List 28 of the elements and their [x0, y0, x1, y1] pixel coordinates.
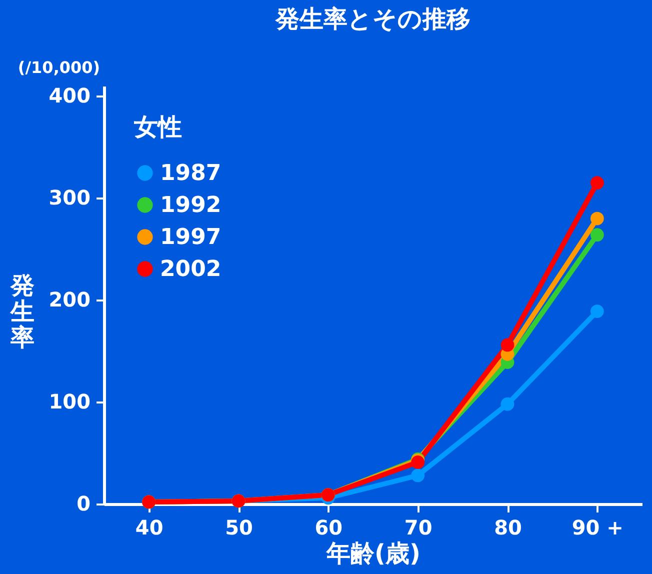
x-tick-label: 70 — [404, 516, 432, 540]
x-tick-label: 50 — [225, 516, 253, 540]
y-tick-label: 100 — [48, 390, 90, 414]
x-tick-label: 60 — [314, 516, 343, 540]
point — [500, 338, 514, 352]
text: (/10,000) — [18, 58, 100, 77]
legend-label: 2002 — [160, 257, 222, 282]
legend-label: 1992 — [160, 193, 222, 218]
legend-label: 1997 — [160, 225, 222, 250]
x-tick-label: 80 — [494, 516, 522, 540]
legend-label: 1987 — [160, 161, 222, 186]
point — [590, 304, 604, 318]
point — [590, 212, 604, 226]
y-tick-label: 300 — [48, 186, 90, 210]
legend-title: 女性 — [133, 113, 182, 141]
point — [411, 456, 425, 469]
point — [411, 468, 425, 482]
chart-title: 発生率とその推移 — [274, 5, 470, 33]
y-tick-label: 200 — [48, 288, 90, 312]
y-tick-label: 400 — [48, 84, 90, 108]
point — [500, 397, 514, 411]
y-axis-title: 発生率 — [10, 272, 34, 352]
x-axis-title: 年齢(歳) — [326, 540, 420, 568]
point — [590, 176, 604, 190]
point — [590, 228, 604, 242]
y-tick-label: 0 — [76, 492, 90, 516]
x-tick-label: 40 — [135, 516, 164, 540]
x-tick-label: 90 + — [572, 516, 624, 540]
